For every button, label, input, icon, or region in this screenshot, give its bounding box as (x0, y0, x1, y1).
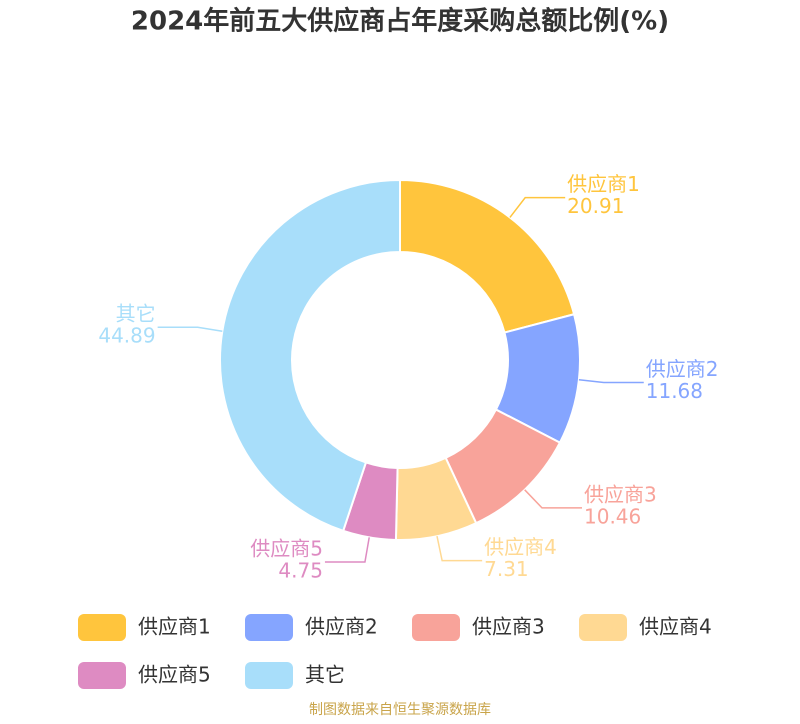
legend-label: 供应商4 (639, 615, 712, 639)
leader-line (578, 379, 644, 384)
data-label-value: 10.46 (584, 504, 641, 528)
data-label-name: 供应商3 (584, 482, 657, 506)
data-label-name: 供应商5 (250, 536, 323, 560)
source-note: 制图数据来自恒生聚源数据库 (309, 702, 491, 718)
data-label-name: 供应商1 (567, 172, 640, 196)
legend-swatch (78, 662, 126, 689)
legend-label: 供应商3 (472, 615, 545, 639)
data-label-value: 7.31 (484, 557, 529, 581)
leader-line (524, 489, 583, 509)
legend-swatch (245, 662, 293, 689)
legend-label: 供应商1 (138, 615, 211, 639)
leader-line (509, 196, 566, 218)
legend-swatch (78, 614, 126, 641)
legend-label: 供应商5 (138, 663, 211, 687)
data-label-value: 4.75 (278, 558, 323, 582)
data-label-name: 供应商2 (646, 357, 719, 381)
data-label-value: 11.68 (646, 379, 703, 403)
leader-line (436, 536, 483, 562)
donut-slice (399, 178, 576, 334)
legend-swatch (412, 614, 460, 641)
donut-slice (219, 178, 401, 533)
chart-title: 2024年前五大供应商占年度采购总额比例(%) (131, 6, 669, 37)
data-label-name: 供应商4 (484, 535, 557, 559)
leader-line (324, 537, 370, 563)
data-label-value: 44.89 (98, 324, 155, 348)
data-label-name: 其它 (116, 302, 156, 326)
leader-line (157, 326, 223, 332)
legend-swatch (245, 614, 293, 641)
legend-swatch (579, 614, 627, 641)
legend-label: 供应商2 (305, 615, 378, 639)
legend-label: 其它 (305, 663, 345, 687)
data-label-value: 20.91 (567, 194, 624, 218)
